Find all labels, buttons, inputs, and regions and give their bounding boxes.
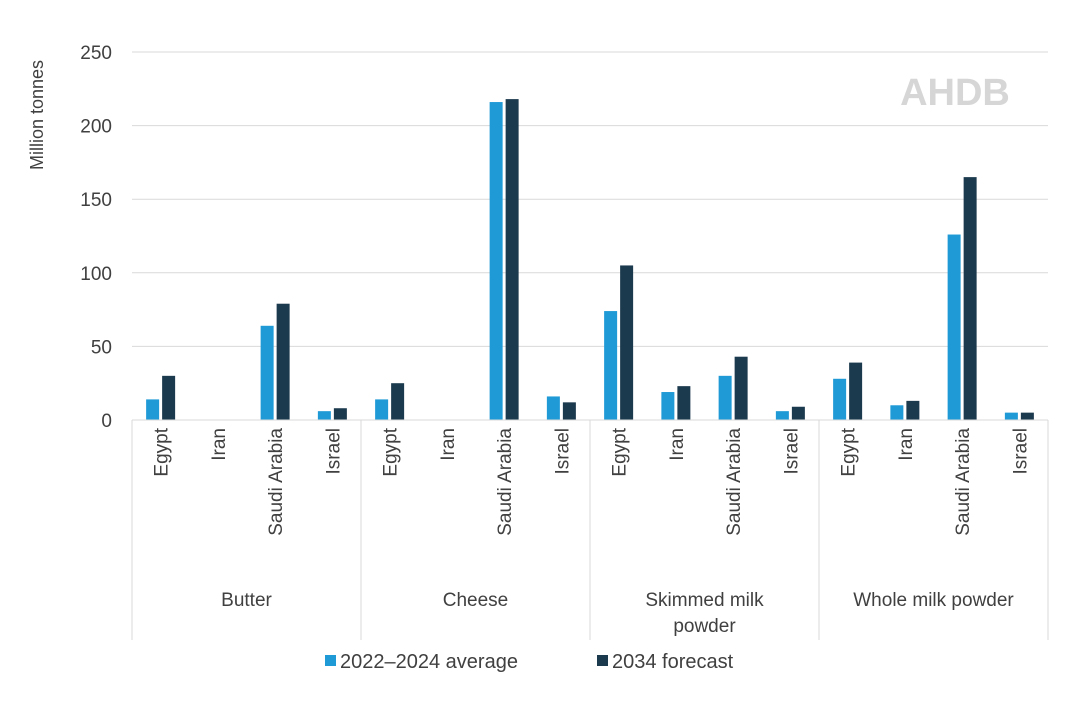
y-axis-label: Million tonnes: [27, 60, 47, 170]
legend-swatch: [325, 655, 336, 666]
legend-entry: 2022–2024 average: [340, 651, 518, 673]
bar-average: [661, 392, 675, 420]
x-axis: Egypt Iran Saudi Arabia Israel Butter Egypt Ir…: [131, 419, 1049, 640]
y-tick-label: 50: [91, 337, 112, 358]
bar-average: [947, 234, 961, 420]
bar-average: [489, 102, 503, 420]
bar-forecast: [1020, 412, 1034, 420]
bar-forecast: [963, 177, 977, 420]
x-category-label: Saudi Arabia: [953, 428, 974, 536]
y-tick-label: 200: [80, 117, 112, 138]
legend-entry: 2034 forecast: [612, 651, 734, 673]
x-category-label: Israel: [781, 428, 802, 474]
bar-average: [604, 311, 618, 420]
x-category-label: Saudi Arabia: [495, 428, 516, 536]
legend-swatch: [597, 655, 608, 666]
y-tick-label: 0: [101, 411, 112, 432]
x-category-label: Egypt: [610, 427, 631, 476]
bar-forecast: [791, 406, 805, 420]
x-category-label: Iran: [667, 428, 688, 461]
bar-forecast: [906, 400, 920, 420]
gridlines: [132, 51, 1048, 347]
x-category-label: Saudi Arabia: [266, 428, 287, 536]
y-tick-label: 100: [80, 264, 112, 285]
x-group-label: Butter: [221, 590, 272, 611]
bar-forecast: [162, 375, 176, 420]
x-category-label: Israel: [1010, 428, 1031, 474]
x-category-label: Saudi Arabia: [724, 428, 745, 536]
bar-average: [146, 399, 160, 420]
y-tick-label: 150: [80, 190, 112, 211]
bar-forecast: [276, 303, 290, 420]
bar-forecast: [677, 386, 691, 420]
bar-forecast: [849, 362, 863, 420]
bar-average: [890, 405, 904, 420]
bar-average: [775, 411, 789, 420]
bar-average: [718, 375, 732, 420]
bar-average: [546, 396, 560, 420]
x-category-label: Israel: [323, 428, 344, 474]
bars: [146, 99, 1034, 420]
y-tick-label: 250: [80, 43, 112, 64]
bar-forecast: [505, 99, 519, 420]
legend: 2022–2024 average 2034 forecast: [325, 651, 734, 673]
x-category-label: Iran: [209, 428, 230, 461]
bar-average: [260, 325, 274, 420]
bar-forecast: [620, 265, 634, 420]
x-group-label: Cheese: [443, 590, 509, 611]
x-group-label: Whole milk powder: [853, 590, 1014, 611]
bar-forecast: [333, 408, 347, 420]
bar-average: [375, 399, 389, 420]
x-category-label: Iran: [896, 428, 917, 461]
x-group-label: Skimmed milk powder: [645, 590, 764, 637]
bar-average: [833, 378, 847, 420]
y-axis-ticks: 0 50 100 150 200 250: [80, 43, 112, 432]
bar-average: [317, 411, 331, 420]
x-category-label: Egypt: [381, 427, 402, 476]
x-category-label: Iran: [438, 428, 459, 461]
watermark-logo: AHDB: [900, 72, 1010, 114]
x-category-label: Egypt: [839, 427, 860, 476]
x-category-label: Egypt: [152, 427, 173, 476]
bar-forecast: [391, 383, 405, 420]
x-category-label: Israel: [552, 428, 573, 474]
bar-forecast: [734, 356, 748, 420]
bar-forecast: [562, 402, 576, 420]
bar-average: [1004, 412, 1018, 420]
